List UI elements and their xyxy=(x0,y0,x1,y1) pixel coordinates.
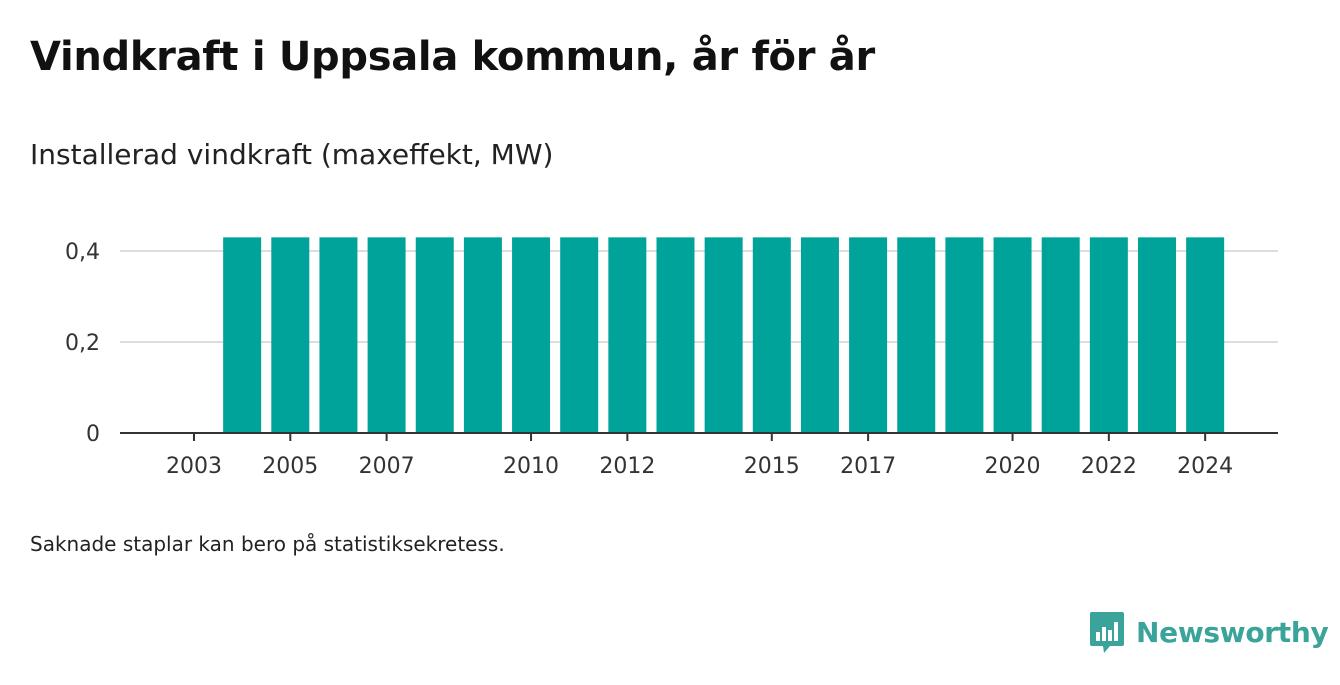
x-tick-label: 2017 xyxy=(840,454,896,479)
bar-2023 xyxy=(1138,237,1176,433)
bar-2005 xyxy=(271,237,310,433)
y-tick-label: 0,4 xyxy=(65,240,100,265)
x-tick-label: 2010 xyxy=(503,454,559,479)
bar-2021 xyxy=(1041,237,1080,433)
bar-2008 xyxy=(415,237,454,433)
x-tick-label: 2020 xyxy=(985,454,1041,479)
x-tick-label: 2022 xyxy=(1081,454,1137,479)
bar-2007 xyxy=(367,237,406,433)
grid-lines xyxy=(120,250,1278,343)
bar-2016 xyxy=(800,237,839,433)
x-tick-label: 2012 xyxy=(599,454,655,479)
bar-2024 xyxy=(1186,237,1225,433)
bar-2004 xyxy=(223,237,262,433)
newsworthy-logo[interactable]: Newsworthy xyxy=(1088,610,1329,654)
bar-2013 xyxy=(656,237,695,433)
bar-2006 xyxy=(319,237,358,433)
x-tick-label: 2024 xyxy=(1177,454,1233,479)
x-tick-label: 2005 xyxy=(262,454,318,479)
bar-2015 xyxy=(752,237,791,433)
y-tick-label: 0,2 xyxy=(65,331,100,356)
y-axis-ticks: 0 0,2 0,4 xyxy=(65,240,100,447)
bar-2014 xyxy=(704,237,743,433)
bar-2019 xyxy=(945,237,984,433)
x-tick-label: 2007 xyxy=(359,454,415,479)
footnote: Saknade staplar kan bero på statistiksek… xyxy=(30,532,505,556)
bar-2022 xyxy=(1089,237,1128,433)
bar-2011 xyxy=(560,237,599,433)
bar-2020 xyxy=(993,237,1032,433)
bar-chart: 0 0,2 0,4 2003 2005 2007 2010 2012 2015 2017 2020… xyxy=(65,237,1278,479)
bar-2018 xyxy=(897,237,936,433)
bar-2017 xyxy=(849,237,888,433)
x-tick-label: 2015 xyxy=(744,454,800,479)
bars xyxy=(223,237,1225,433)
brand-name: Newsworthy xyxy=(1136,615,1329,649)
x-tick-label: 2003 xyxy=(166,454,222,479)
bar-2009 xyxy=(463,237,502,433)
bar-2010 xyxy=(512,237,551,433)
chart-title: Vindkraft i Uppsala kommun, år för år xyxy=(30,34,875,80)
x-axis-ticks: 2003 2005 2007 2010 2012 2015 2017 2020 2022 2024 xyxy=(166,433,1233,479)
bar-chart-logo-icon xyxy=(1090,612,1124,653)
y-tick-label: 0 xyxy=(86,422,100,447)
bar-2012 xyxy=(608,237,647,433)
chart-subtitle: Installerad vindkraft (maxeffekt, MW) xyxy=(30,138,554,171)
